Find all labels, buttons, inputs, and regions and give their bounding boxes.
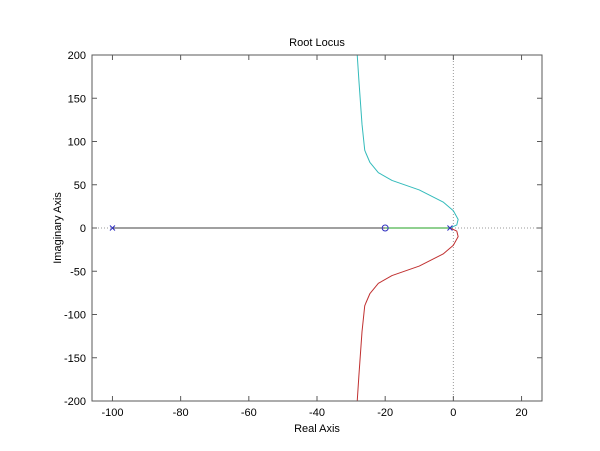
x-axis-ticks: -100 -80 -60 -40 -20 0 20: [101, 55, 528, 419]
x-axis-label: Real Axis: [294, 423, 340, 435]
locus-branches: [112, 54, 459, 402]
x-tick-label: -80: [173, 407, 189, 419]
x-tick-label: -60: [241, 407, 257, 419]
x-tick-label: 0: [450, 407, 456, 419]
x-tick-label: -40: [309, 407, 325, 419]
lower-branch-line: [356, 227, 459, 402]
y-axis-ticks: -200 -150 -100 -50 0 50 100 150 200: [64, 50, 542, 408]
x-tick-label: -100: [101, 407, 123, 419]
y-tick-label: 200: [68, 50, 86, 62]
chart-title: Root Locus: [289, 37, 345, 49]
zero-marker: [381, 224, 389, 232]
pole-zero-markers: [109, 224, 453, 232]
y-tick-label: 50: [74, 180, 86, 192]
y-tick-label: -50: [70, 266, 86, 278]
y-axis-label: Imaginary Axis: [52, 192, 64, 264]
upper-branch-line: [356, 54, 459, 229]
pole-marker: [109, 225, 116, 231]
x-tick-label: 20: [515, 407, 527, 419]
y-tick-label: 150: [68, 93, 86, 105]
pole-marker: [447, 225, 453, 231]
y-tick-label: -150: [64, 353, 86, 365]
x-tick-label: -20: [377, 407, 393, 419]
y-tick-label: -100: [64, 310, 86, 322]
y-tick-label: -200: [64, 396, 86, 408]
y-tick-label: 0: [80, 223, 86, 235]
y-tick-label: 100: [68, 137, 86, 149]
